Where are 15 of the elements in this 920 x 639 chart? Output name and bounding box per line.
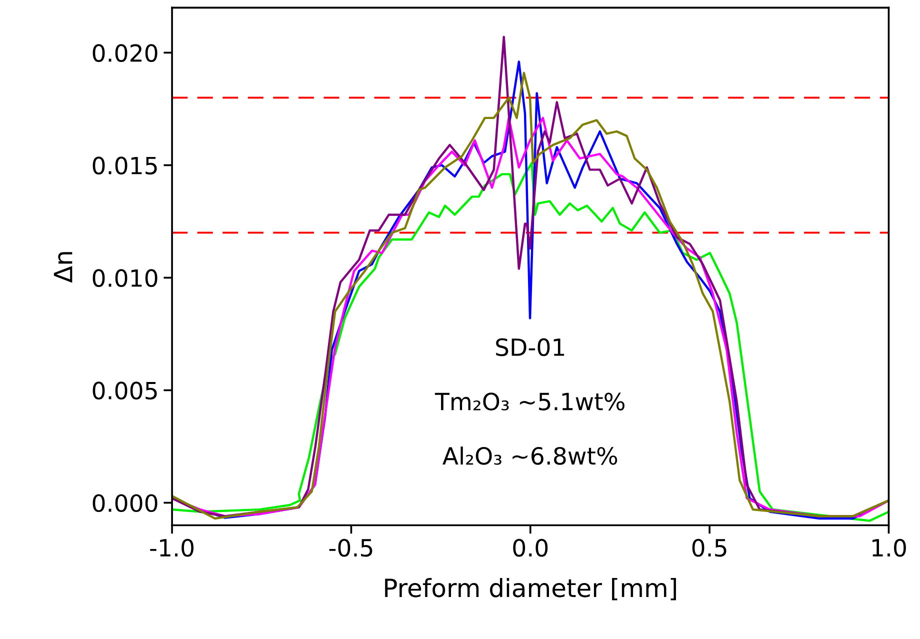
x-tick-label: -0.5 [329, 538, 372, 557]
y-axis-title: Δn [54, 252, 72, 283]
y-tick-label: 0.005 [92, 382, 157, 400]
x-tick-label: 0.0 [513, 538, 548, 557]
x-axis-title: Preform diameter [mm] [385, 578, 676, 600]
y-tick-label: 0.010 [92, 269, 158, 288]
y-tick-label: 0.020 [92, 44, 158, 62]
y-tick-label: 0.015 [92, 156, 157, 174]
annotation: SD-01 [496, 338, 564, 356]
x-tick-label: 1.0 [872, 538, 906, 557]
x-tick-label: -1.0 [150, 538, 194, 557]
y-tick-label: 0.000 [92, 494, 158, 512]
annotation: Tm₂O₃ ~5.1wt% [434, 392, 624, 410]
x-tick-label: 0.5 [692, 538, 726, 557]
annotation: Al₂O₃ ~6.8wt% [442, 446, 618, 465]
